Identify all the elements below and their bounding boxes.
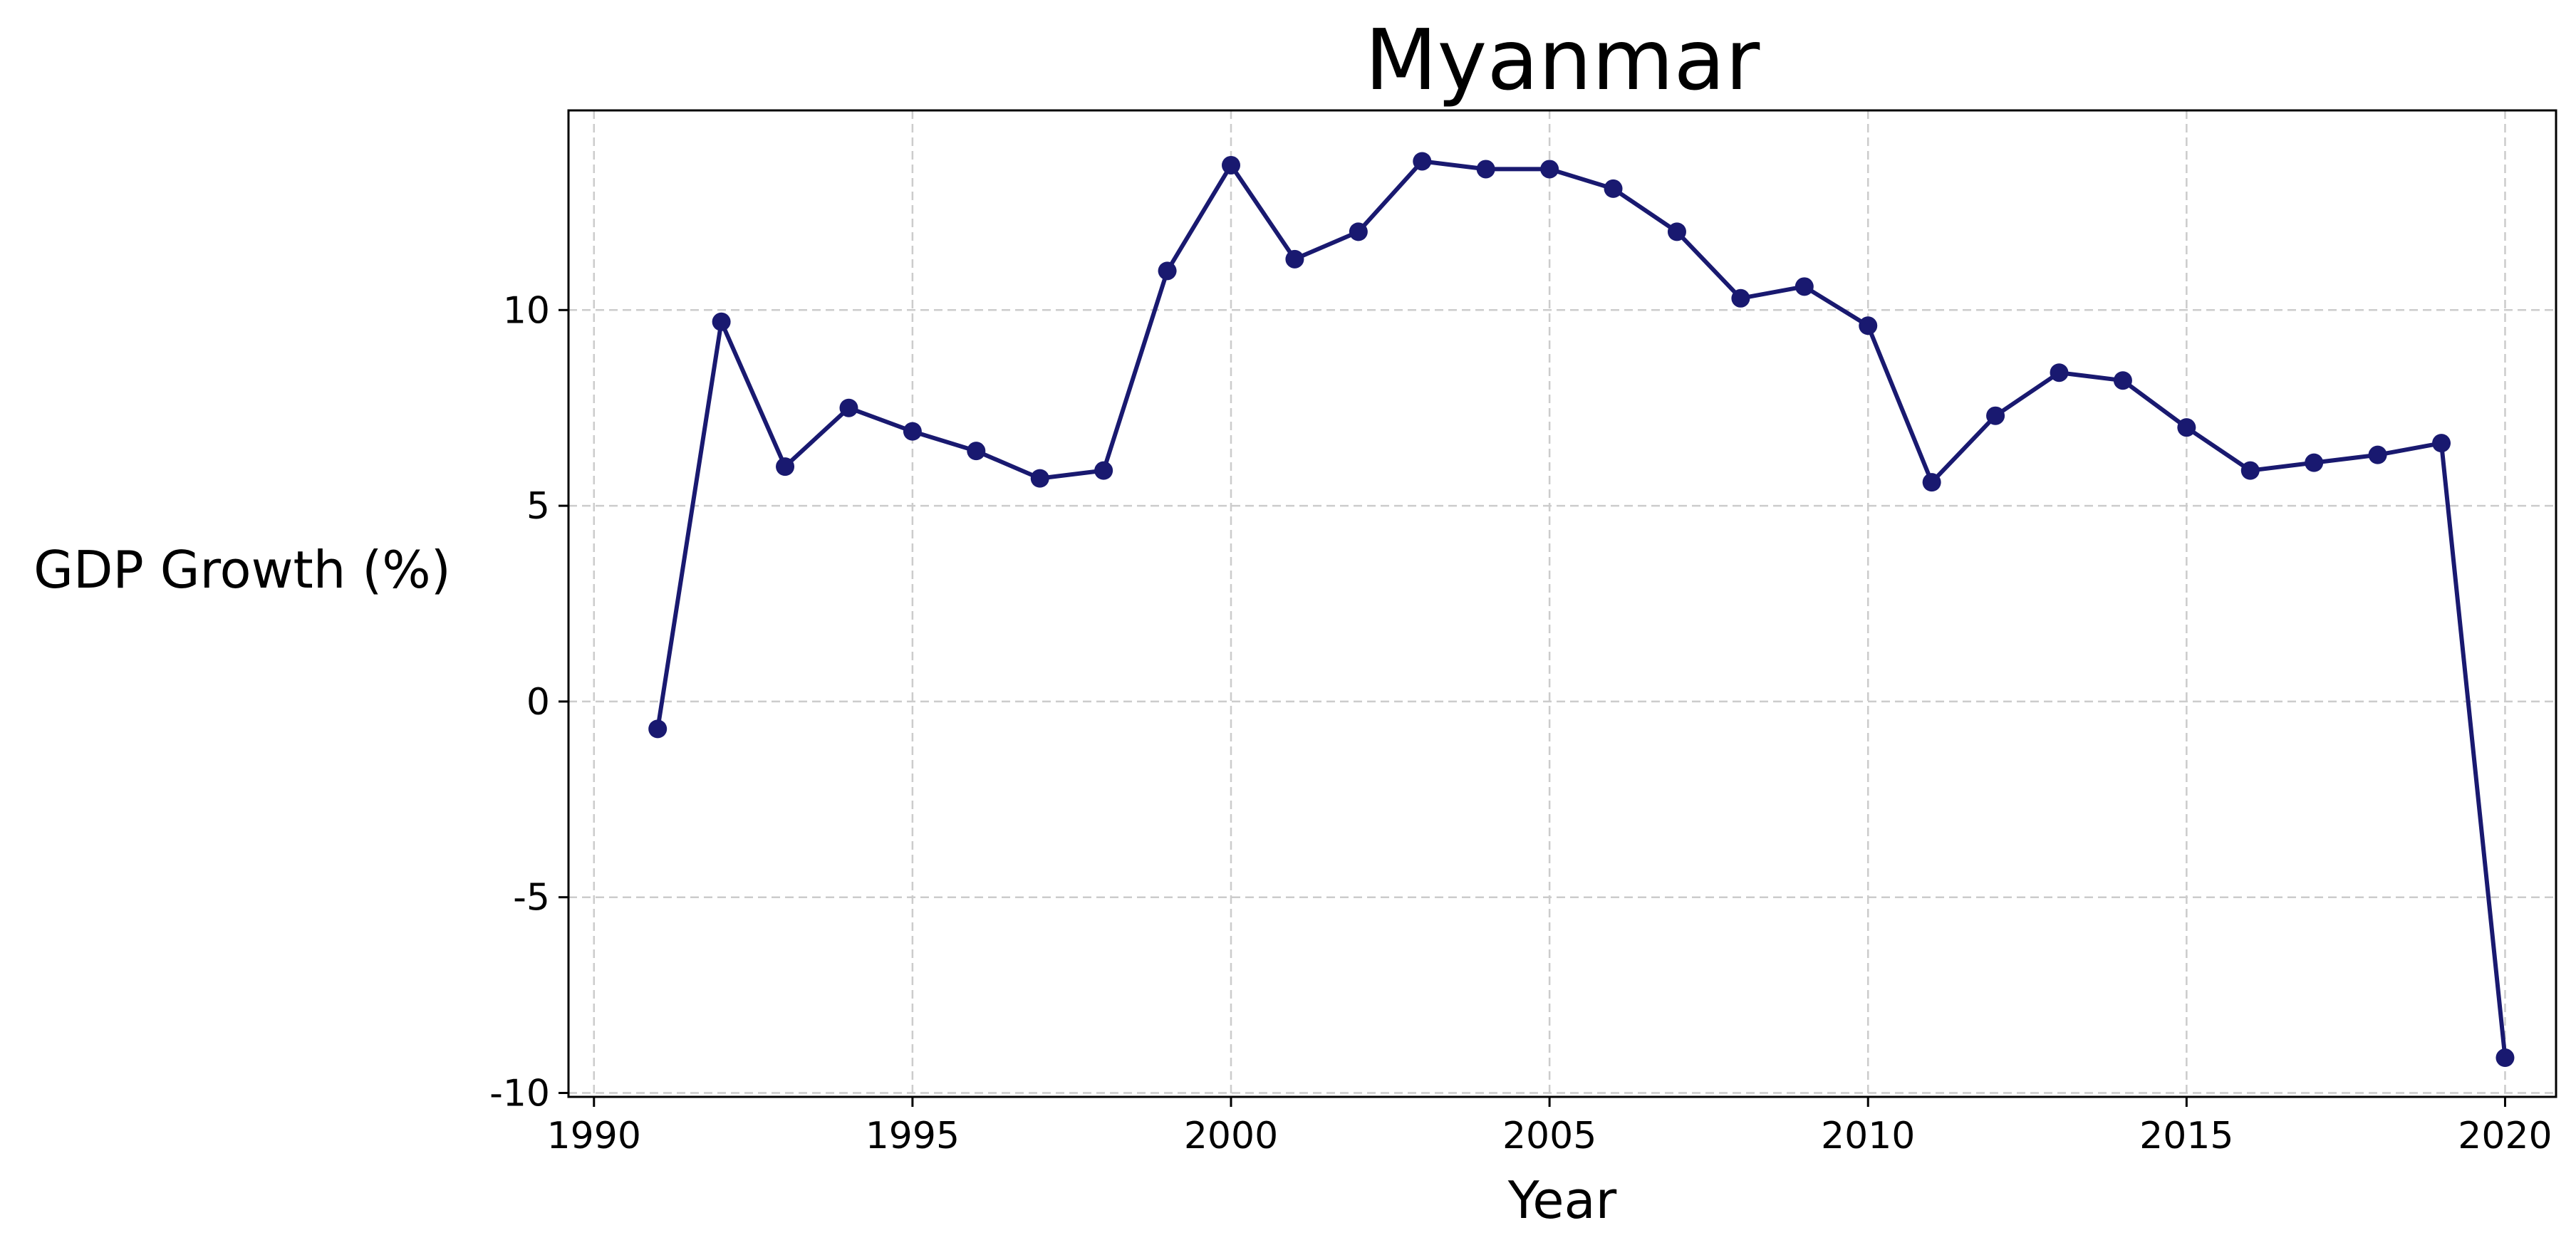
data-point (839, 398, 858, 417)
data-point (1030, 469, 1049, 488)
data-point (903, 422, 922, 441)
data-point (1222, 155, 1240, 175)
data-point (2496, 1048, 2515, 1068)
data-point (2368, 445, 2387, 464)
data-point (1540, 160, 1559, 179)
plot-frame (567, 109, 2557, 1098)
chart-title: Myanmar (1365, 11, 1760, 109)
data-point (2113, 371, 2132, 390)
data-point (2240, 461, 2260, 480)
data-point (1158, 261, 1177, 281)
x-tick-label: 1995 (866, 1115, 960, 1157)
data-point (1094, 461, 1113, 480)
data-point (1285, 249, 1304, 269)
data-point (1604, 179, 1623, 198)
y-tick-label: 5 (526, 485, 550, 528)
series-line (655, 159, 2508, 1060)
data-point (1667, 222, 1686, 241)
data-point (1859, 316, 1878, 335)
data-point (1922, 473, 1941, 492)
data-point (2305, 453, 2324, 472)
data-point (648, 719, 668, 739)
y-axis-label: GDP Growth (%) (33, 540, 451, 600)
x-tick-label: 2020 (2458, 1115, 2552, 1157)
x-tick-label: 2005 (1502, 1115, 1596, 1157)
y-tick-label: -10 (489, 1073, 550, 1115)
series-layer (648, 152, 2515, 1068)
x-tick-label: 2000 (1184, 1115, 1278, 1157)
y-tick-label: 10 (503, 289, 550, 332)
data-point (1476, 160, 1495, 179)
data-point (776, 457, 795, 477)
data-point (1795, 277, 1814, 296)
axis-ticks: 1990 1995 2000 2005 2010 2015 2020 -10 -5 0 5 10 (489, 289, 2552, 1157)
data-point (1349, 222, 1368, 241)
data-point (2432, 434, 2451, 453)
data-point (1986, 406, 2005, 425)
data-point (967, 442, 986, 461)
x-tick-label: 1990 (547, 1115, 641, 1157)
data-point (1731, 288, 1750, 308)
grid-lines (568, 110, 2556, 1097)
data-point (2050, 363, 2069, 382)
y-tick-label: -5 (513, 877, 550, 920)
data-point (2177, 418, 2196, 437)
y-tick-label: 0 (526, 681, 550, 724)
x-tick-label: 2010 (1821, 1115, 1915, 1157)
data-point (1413, 152, 1432, 171)
x-tick-label: 2015 (2139, 1115, 2233, 1157)
data-point (712, 312, 731, 331)
x-axis-label: Year (1507, 1170, 1617, 1230)
